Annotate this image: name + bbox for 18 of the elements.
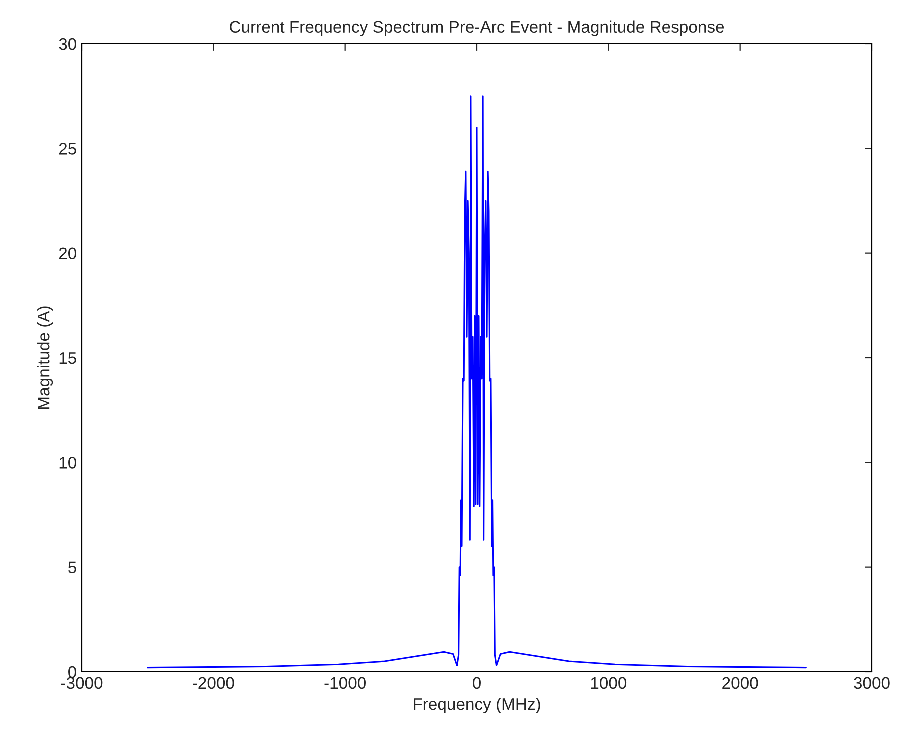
y-tick-label: 5 xyxy=(68,562,76,574)
x-tick-label: 0 xyxy=(473,677,481,690)
x-tick-label: 1000 xyxy=(591,677,627,690)
x-tick-label: 3000 xyxy=(854,677,890,690)
x-tick-label: 2000 xyxy=(722,677,758,690)
y-tick-label: 25 xyxy=(59,143,76,155)
y-axis-title: Magnitude (A) xyxy=(38,306,54,409)
y-tick-label: 10 xyxy=(60,457,76,469)
x-axis-title: Frequency (MHz) xyxy=(414,698,540,714)
y-tick-label: 0 xyxy=(68,666,76,678)
line-series xyxy=(147,96,807,669)
x-tick-label: -2000 xyxy=(193,677,234,690)
x-tick-label: -3000 xyxy=(61,677,103,690)
y-tick-label: 20 xyxy=(59,248,76,260)
y-tick-label: 15 xyxy=(60,352,76,364)
x-tick-label: -1000 xyxy=(324,677,366,690)
chart-title: Current Frequency Spectrum Pre-Arc Event - Magnitude Response xyxy=(230,20,724,36)
y-tick-label: 30 xyxy=(59,38,76,50)
